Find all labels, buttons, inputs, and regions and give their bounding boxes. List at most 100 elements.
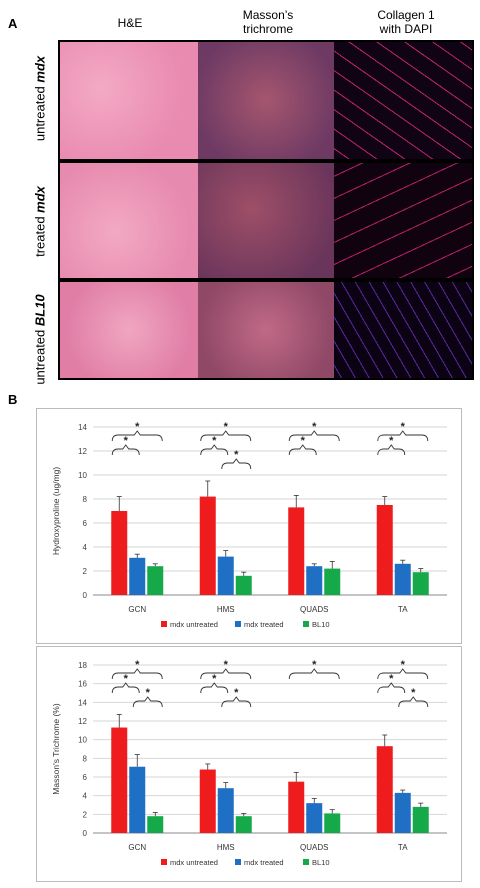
y-tick-label: 18 xyxy=(78,661,87,670)
significance-bracket-left-star: * xyxy=(301,435,306,447)
significance-bracket-wide-star: * xyxy=(135,421,140,433)
bar-mdx-untreated-quads xyxy=(288,781,305,833)
y-tick-label: 8 xyxy=(83,754,88,763)
he-untreated-mdx-image xyxy=(60,42,198,159)
significance-bracket-wide-star: * xyxy=(401,421,406,433)
x-tick-label-hms: HMS xyxy=(217,605,235,614)
column-header-collagen: Collagen 1 with DAPI xyxy=(377,8,435,36)
significance-bracket-right xyxy=(398,696,429,708)
he-untreated-bl10-image xyxy=(60,282,198,378)
he-treated-mdx-image xyxy=(60,163,198,278)
masson-untreated-mdx-image xyxy=(198,42,334,159)
bar-mdx-treated-gcn xyxy=(129,557,146,595)
masson-untreated-bl10-image xyxy=(198,282,334,378)
significance-bracket-wide xyxy=(111,668,163,680)
bar-bl10-gcn xyxy=(147,816,164,833)
significance-bracket-right xyxy=(221,458,252,470)
significance-bracket-left xyxy=(111,444,140,456)
significance-bracket-right xyxy=(221,696,252,708)
y-tick-label: 14 xyxy=(78,423,87,432)
legend-swatch-mdx-untreated xyxy=(161,859,167,865)
significance-bracket-left xyxy=(288,444,317,456)
panel-b-letter: B xyxy=(8,392,18,407)
y-tick-label: 14 xyxy=(78,698,87,707)
legend-swatch-mdx-treated xyxy=(235,859,241,865)
significance-bracket-right-star: * xyxy=(146,687,151,699)
x-tick-label-quads: QUADS xyxy=(300,843,328,852)
row-label-untreated-mdx: untreated mdx xyxy=(32,55,48,142)
trichrome-chart-box: 0 2 4 6 8 10 12 14 16 18 Masson's Trichrome (%) GCN… xyxy=(36,646,462,882)
y-tick-label: 0 xyxy=(83,591,88,600)
bar-mdx-treated-hms xyxy=(217,556,234,595)
y-tick-label: 10 xyxy=(78,736,87,745)
significance-bracket-wide-star: * xyxy=(224,421,229,433)
legend-label-bl10: BL10 xyxy=(312,858,330,867)
y-tick-label: 6 xyxy=(83,519,88,528)
significance-bracket-left-star: * xyxy=(389,673,394,685)
bar-mdx-untreated-hms xyxy=(199,496,216,595)
bar-mdx-untreated-gcn xyxy=(111,511,128,595)
legend-label-mdx-treated: mdx treated xyxy=(244,858,284,867)
y-tick-label: 0 xyxy=(83,829,88,838)
bar-mdx-untreated-hms xyxy=(199,769,216,833)
bar-mdx-treated-gcn xyxy=(129,766,146,833)
bar-mdx-treated-ta xyxy=(394,792,411,833)
legend-swatch-bl10 xyxy=(303,859,309,865)
bar-mdx-untreated-ta xyxy=(376,505,393,595)
significance-bracket-left-star: * xyxy=(389,435,394,447)
x-tick-label-gcn: GCN xyxy=(128,605,146,614)
bar-mdx-treated-hms xyxy=(217,788,234,833)
y-tick-label: 4 xyxy=(83,792,88,801)
significance-bracket-left-star: * xyxy=(212,435,217,447)
collagen-untreated-bl10-image xyxy=(334,282,472,378)
y-axis-label: Hydroxyproline (ug/mg) xyxy=(51,467,61,556)
y-tick-label: 2 xyxy=(83,567,88,576)
y-tick-label: 12 xyxy=(78,717,87,726)
significance-bracket-left xyxy=(200,444,229,456)
bar-mdx-treated-quads xyxy=(306,803,323,833)
y-axis-label: Masson's Trichrome (%) xyxy=(51,703,61,795)
legend-swatch-bl10 xyxy=(303,621,309,627)
trichrome-chart: 0 2 4 6 8 10 12 14 16 18 Masson's Trichrome (%) GCN… xyxy=(51,659,447,867)
bar-mdx-untreated-quads xyxy=(288,507,305,595)
significance-bracket-right-star: * xyxy=(411,687,416,699)
hydroxyproline-chart-box: 0 2 4 6 8 10 12 14 Hydroxyproline (ug/mg) GCN HMS Q… xyxy=(36,408,462,644)
bar-bl10-hms xyxy=(235,816,252,833)
significance-bracket-left-star: * xyxy=(124,435,129,447)
bar-bl10-quads xyxy=(324,813,341,833)
y-tick-label: 12 xyxy=(78,447,87,456)
legend-swatch-mdx-untreated xyxy=(161,621,167,627)
hydroxyproline-chart: 0 2 4 6 8 10 12 14 Hydroxyproline (ug/mg) GCN HMS Q… xyxy=(51,421,447,629)
significance-bracket-right xyxy=(132,696,163,708)
significance-bracket-wide xyxy=(288,668,340,680)
significance-bracket-wide xyxy=(111,430,163,442)
significance-bracket-left-star: * xyxy=(212,673,217,685)
x-tick-label-hms: HMS xyxy=(217,843,235,852)
legend-swatch-mdx-treated xyxy=(235,621,241,627)
significance-bracket-wide-star: * xyxy=(135,659,140,671)
significance-bracket-left-star: * xyxy=(124,673,129,685)
y-tick-label: 4 xyxy=(83,543,88,552)
x-tick-label-ta: TA xyxy=(398,605,408,614)
bar-bl10-gcn xyxy=(147,566,164,595)
significance-bracket-wide xyxy=(377,430,429,442)
bar-mdx-untreated-ta xyxy=(376,746,393,833)
column-header-he: H&E xyxy=(117,16,143,30)
panel-a-letter: A xyxy=(8,16,18,31)
masson-treated-mdx-image xyxy=(198,163,334,278)
y-tick-label: 10 xyxy=(78,471,87,480)
significance-bracket-wide-star: * xyxy=(312,659,317,671)
x-tick-label-ta: TA xyxy=(398,843,408,852)
significance-bracket-wide-star: * xyxy=(312,421,317,433)
significance-bracket-left xyxy=(111,682,140,694)
legend-label-mdx-untreated: mdx untreated xyxy=(170,620,218,629)
bar-bl10-ta xyxy=(412,572,429,595)
bar-bl10-ta xyxy=(412,806,429,833)
y-tick-label: 8 xyxy=(83,495,88,504)
legend-label-mdx-treated: mdx treated xyxy=(244,620,284,629)
x-tick-label-quads: QUADS xyxy=(300,605,328,614)
significance-bracket-wide xyxy=(200,430,252,442)
y-tick-label: 16 xyxy=(78,680,87,689)
histology-image-grid xyxy=(58,40,474,380)
bar-mdx-treated-ta xyxy=(394,563,411,595)
